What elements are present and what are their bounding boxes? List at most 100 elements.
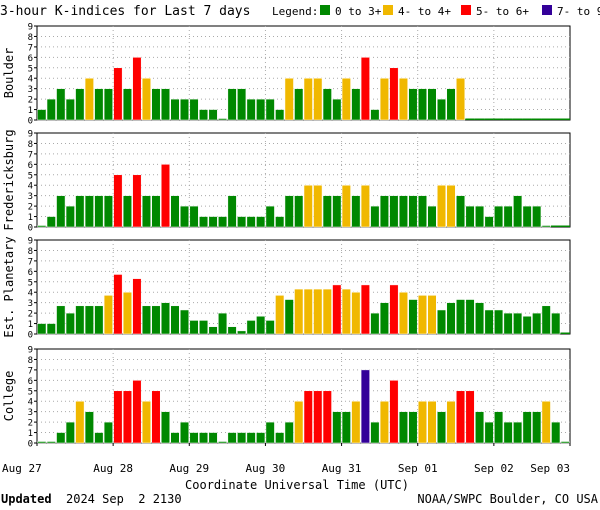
bar [84, 411, 94, 444]
bar-missing [484, 118, 494, 120]
y-tick-label: 4 [28, 182, 33, 192]
bar [313, 184, 323, 228]
bar [427, 88, 437, 121]
bar-missing [474, 118, 485, 120]
bar [160, 88, 171, 121]
bar [465, 390, 475, 444]
bar [294, 88, 304, 121]
bar [180, 98, 190, 121]
bar [513, 421, 523, 444]
bar [218, 441, 228, 444]
bar [218, 216, 228, 228]
legend-swatch [383, 5, 393, 15]
x-axis-label: Coordinate Universal Time (UTC) [185, 478, 409, 492]
y-tick-label: 9 [28, 237, 33, 247]
bar [265, 421, 275, 444]
bar [246, 216, 256, 228]
bar [37, 109, 47, 121]
bar [532, 411, 542, 444]
bar [389, 67, 399, 121]
bar [437, 309, 447, 335]
bar [294, 400, 304, 444]
bar [256, 432, 266, 444]
bar [75, 195, 85, 228]
panel-frame [36, 348, 571, 444]
bar-missing [560, 225, 570, 227]
bar [199, 432, 209, 444]
bar [313, 77, 323, 121]
bar [303, 184, 313, 228]
panel-label: College [2, 371, 16, 422]
bar [408, 299, 418, 335]
y-tick-label: 0 [28, 331, 33, 341]
bar [189, 98, 199, 121]
bar [398, 411, 408, 444]
x-axis: Coordinate Universal Time (UTC) Aug 27 Au… [2, 443, 571, 492]
bar [246, 98, 256, 121]
bar [494, 205, 504, 228]
chart-title: 3-hour K-indices for Last 7 days [0, 4, 250, 19]
bar [379, 400, 389, 444]
bar [208, 432, 218, 444]
bar [103, 195, 113, 228]
bar [265, 98, 275, 121]
bar [151, 305, 161, 335]
x-tick-label: Sep 02 [474, 462, 514, 475]
y-tick-label: 5 [28, 171, 33, 181]
y-tick-label: 3 [28, 85, 33, 95]
bar [351, 88, 361, 121]
bar [398, 291, 408, 335]
x-tick-label: Aug 30 [246, 462, 286, 475]
bar [141, 77, 151, 121]
bar [303, 288, 313, 335]
bar [417, 195, 427, 228]
bar [446, 184, 456, 228]
bar [427, 295, 437, 335]
bar [94, 195, 104, 228]
bar [180, 421, 190, 444]
bar [560, 441, 570, 444]
panels: 0123456789Boulder0123456789Fredericksbur… [2, 23, 571, 450]
bar [275, 295, 285, 335]
x-tick-label: Aug 27 [2, 462, 42, 475]
bar [103, 295, 113, 335]
panel-frame [36, 132, 571, 228]
y-tick-label: 6 [28, 377, 33, 387]
bar [46, 323, 56, 335]
bar [370, 109, 380, 121]
bar [75, 305, 85, 335]
bar [141, 305, 151, 335]
bar [303, 390, 313, 444]
bar [408, 411, 418, 444]
y-tick-label: 6 [28, 268, 33, 278]
bar [56, 305, 66, 335]
bar-missing [512, 118, 523, 120]
y-tick-label: 7 [28, 43, 33, 53]
bar [294, 195, 304, 228]
bar [160, 411, 171, 444]
bar [284, 195, 294, 228]
bar [551, 312, 561, 335]
bar [427, 205, 437, 228]
bar [199, 216, 209, 228]
y-tick-label: 6 [28, 54, 33, 64]
y-tick-label: 2 [28, 96, 33, 106]
y-tick-label: 4 [28, 75, 33, 85]
bar [56, 88, 66, 121]
bar [227, 88, 237, 121]
bar [122, 291, 132, 335]
bar [503, 312, 513, 335]
bar [84, 77, 94, 121]
bar [65, 421, 75, 444]
bar [484, 421, 494, 444]
bar [541, 305, 551, 335]
y-tick-label: 3 [28, 299, 33, 309]
bar [465, 299, 475, 335]
bar [189, 432, 199, 444]
y-tick-label: 0 [28, 117, 33, 127]
updated-time: 2024 Sep 2 2130 [66, 492, 182, 506]
bar [437, 98, 447, 121]
bar [46, 441, 56, 444]
y-tick-label: 0 [28, 224, 33, 234]
